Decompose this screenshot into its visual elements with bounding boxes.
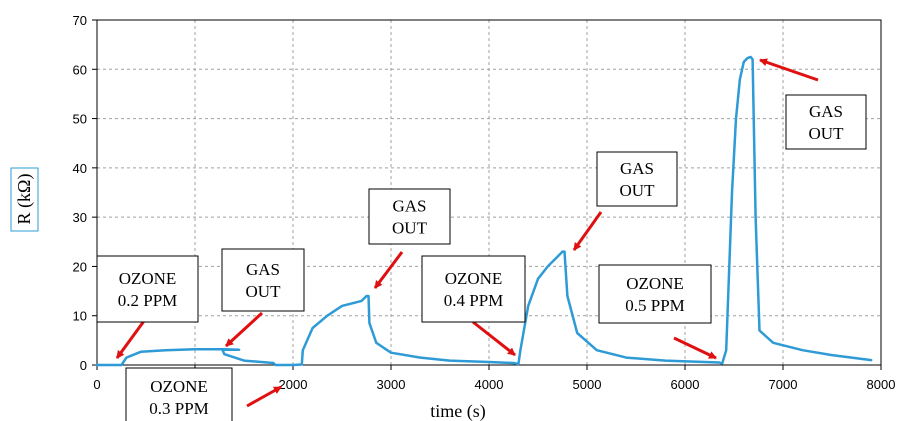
annotation-box: GAS OUT (597, 152, 677, 206)
annotation-label: OUT (620, 181, 656, 200)
y-tick-label: 50 (73, 112, 87, 127)
annotation-box: OZONE 0.2 PPM (97, 256, 198, 322)
y-tick-label: 30 (73, 210, 87, 225)
annotation-box: GAS OUT (222, 249, 304, 311)
y-axis-title-box: R (kΩ) (11, 168, 38, 231)
y-tick-label: 60 (73, 62, 87, 77)
annotation-label: GAS (392, 197, 426, 216)
y-tick-label: 20 (73, 259, 87, 274)
x-tick-label: 4000 (475, 377, 504, 392)
annotation-label: OUT (392, 219, 428, 238)
annotations: OZONE 0.2 PPM GAS OUT OZONE 0.3 PPM GAS OUT OZON… (97, 95, 866, 421)
x-tick-label: 8000 (867, 377, 896, 392)
annotation-arrow (226, 313, 262, 346)
y-tick-label: 40 (73, 161, 87, 176)
annotation-box: GAS OUT (369, 189, 450, 244)
annotation-box: OZONE 0.3 PPM (126, 368, 232, 421)
annotation-arrow (674, 338, 716, 358)
x-tick-label: 6000 (671, 377, 700, 392)
annotation-label: GAS (809, 102, 843, 121)
x-tick-label: 7000 (769, 377, 798, 392)
annotation-label: GAS (246, 260, 280, 279)
annotation-arrows (117, 60, 818, 406)
y-tick-label: 70 (73, 13, 87, 28)
x-tick-label: 3000 (377, 377, 406, 392)
annotation-arrow (473, 322, 515, 355)
annotation-label: OUT (246, 282, 282, 301)
x-tick-label: 2000 (279, 377, 308, 392)
annotation-box: GAS OUT (786, 95, 866, 149)
annotation-arrow (760, 60, 818, 80)
annotation-label: 0.2 PPM (118, 291, 178, 310)
annotation-label: OUT (809, 124, 845, 143)
annotation-box: OZONE 0.4 PPM (422, 256, 525, 322)
annotation-label: OZONE (119, 269, 177, 288)
annotation-label: OZONE (445, 269, 503, 288)
annotation-arrow (247, 387, 281, 406)
annotation-box: OZONE 0.5 PPM (599, 265, 711, 323)
annotation-label: 0.4 PPM (444, 291, 504, 310)
annotation-label: GAS (620, 159, 654, 178)
annotation-label: 0.5 PPM (625, 296, 685, 315)
annotation-label: OZONE (150, 377, 208, 396)
annotation-label: 0.3 PPM (149, 399, 209, 418)
y-axis-title: R (kΩ) (14, 174, 35, 225)
y-tick-label: 10 (73, 309, 87, 324)
annotation-arrow (375, 252, 402, 288)
y-tick-label: 0 (80, 358, 87, 373)
x-axis-title: time (s) (430, 401, 486, 421)
axes: 0100020003000400050006000700080000102030… (73, 13, 896, 392)
annotation-label: OZONE (626, 274, 684, 293)
x-tick-label: 5000 (573, 377, 602, 392)
x-tick-label: 0 (93, 377, 100, 392)
